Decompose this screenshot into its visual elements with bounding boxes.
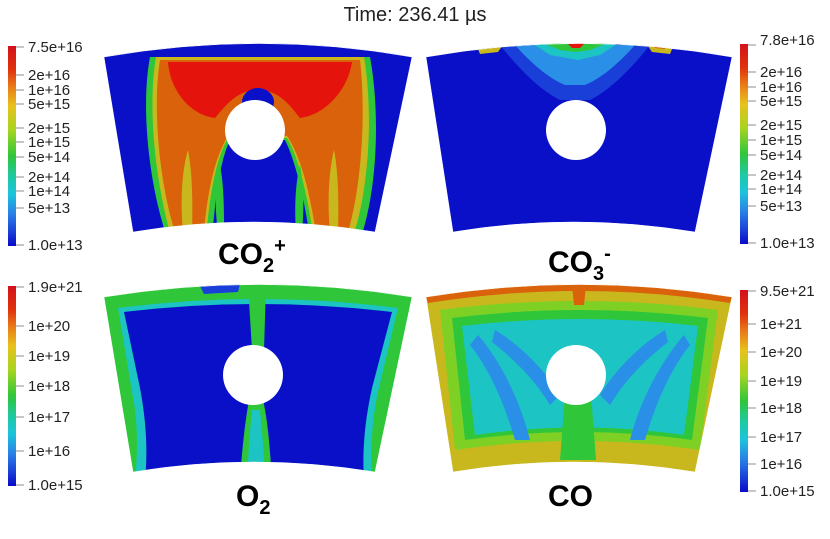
species-label-co: CO <box>548 480 593 513</box>
cylinder-hole <box>225 100 285 160</box>
colorbar-label: 5e+14 <box>760 147 802 164</box>
colorbar-label: 1e+18 <box>28 378 70 395</box>
time-title: Time: 236.41 µs <box>343 4 487 26</box>
colorbar-label: 5e+15 <box>28 96 70 113</box>
colorbar-label: 1.0e+13 <box>760 235 815 252</box>
colorbar-label: 1e+19 <box>760 373 802 390</box>
colorbar-label: 1e+21 <box>760 316 802 333</box>
colorbar-label: 1e+16 <box>760 79 802 96</box>
colorbar-label: 5e+13 <box>28 200 70 217</box>
colorbar-label: 1e+14 <box>28 183 70 200</box>
colorbar-label: 5e+14 <box>28 149 70 166</box>
colorbar-label: 1e+15 <box>760 132 802 149</box>
colorbar-label: 1e+19 <box>28 348 70 365</box>
colorbar-label: 1e+20 <box>28 318 70 335</box>
colorbar-label: 5e+13 <box>760 198 802 215</box>
colorbar-label: 2e+16 <box>28 67 70 84</box>
colorbar-label: 1e+16 <box>760 456 802 473</box>
colorbar-label: 2e+15 <box>28 120 70 137</box>
colorbar-o2 <box>8 286 16 486</box>
cylinder-hole <box>546 100 606 160</box>
colorbar-label: 1e+17 <box>28 409 70 426</box>
colorbar-label: 1.9e+21 <box>28 279 83 296</box>
colorbar-label: 9.5e+21 <box>760 283 815 300</box>
colorbar-label: 2e+15 <box>760 117 802 134</box>
colorbar-label: 1.0e+15 <box>760 483 815 500</box>
colorbar-co3-minus <box>740 44 748 244</box>
colorbar-label: 7.5e+16 <box>28 39 83 56</box>
colorbar-label: 5e+15 <box>760 93 802 110</box>
colorbar-label: 1e+20 <box>760 344 802 361</box>
colorbar-label: 1e+15 <box>28 134 70 151</box>
colorbar-label: 7.8e+16 <box>760 32 815 49</box>
colorbar-label: 1e+14 <box>760 181 802 198</box>
colorbar-label: 2e+14 <box>28 169 70 186</box>
panel-co2-plus: 7.5e+16 2e+16 1e+16 5e+15 2e+15 1e+15 5e… <box>8 39 413 277</box>
species-label-co3-minus: CO3- <box>548 243 611 285</box>
colorbar-label: 1e+16 <box>28 443 70 460</box>
panel-co: 9.5e+21 1e+21 1e+20 1e+19 1e+18 1e+17 1e… <box>425 283 815 513</box>
species-label-o2: O2 <box>236 480 270 519</box>
colorbar-label: 1e+17 <box>760 429 802 446</box>
panel-co3-minus: 7.8e+16 2e+16 1e+16 5e+15 2e+15 1e+15 5e… <box>425 32 815 285</box>
panel-o2: 1.9e+21 1e+20 1e+19 1e+18 1e+17 1e+16 1.… <box>8 279 413 519</box>
cylinder-hole <box>546 345 606 405</box>
cylinder-hole <box>223 345 283 405</box>
colorbar-label: 1.0e+13 <box>28 237 83 254</box>
colorbar-label: 2e+16 <box>760 64 802 81</box>
colorbar-label: 2e+14 <box>760 167 802 184</box>
colorbar-co <box>740 290 748 492</box>
colorbar-label: 1e+18 <box>760 400 802 417</box>
colorbar-label: 1.0e+15 <box>28 477 83 494</box>
colorbar-co2-plus <box>8 46 16 246</box>
species-label-co2-plus: CO2+ <box>218 235 286 277</box>
colorbar-label: 1e+16 <box>28 82 70 99</box>
